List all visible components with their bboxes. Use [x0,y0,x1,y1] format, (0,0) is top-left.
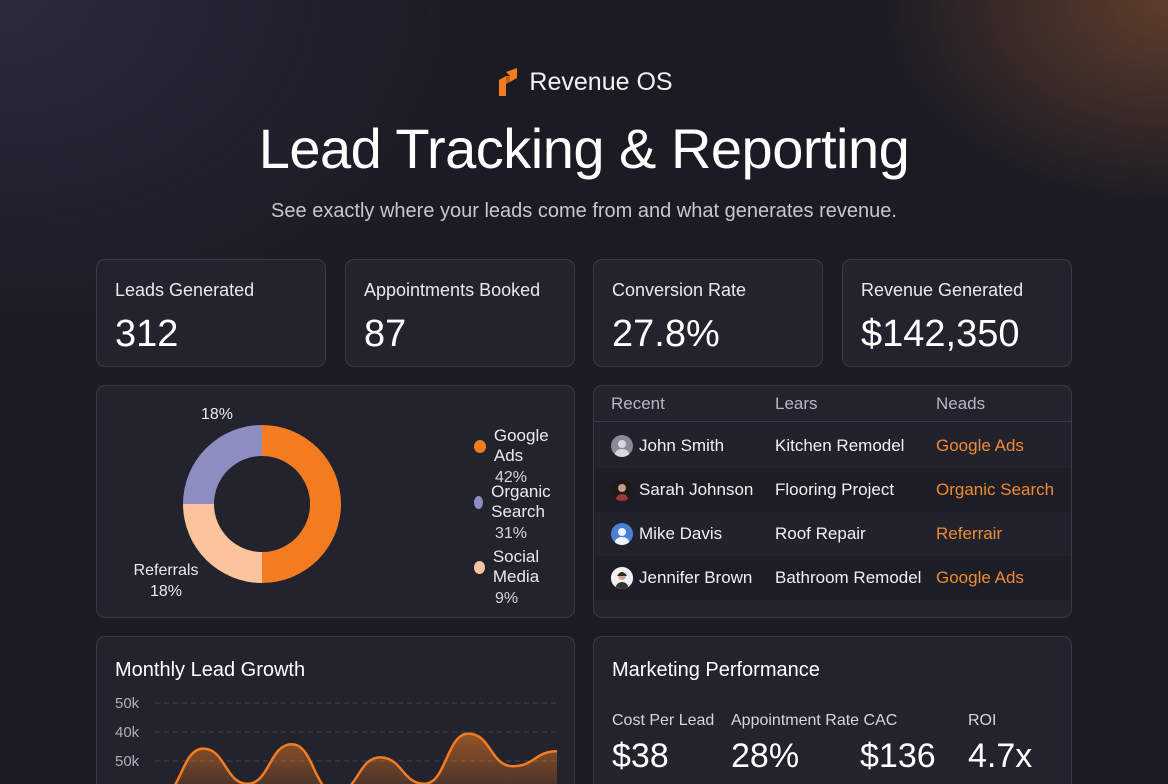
user-blue-icon [611,523,633,545]
series-line [174,732,558,784]
legend-pct: 42% [495,469,528,486]
legend-name: Google Ads [493,426,549,465]
column-header-recent: Recent [611,393,665,413]
lead-name-cell: Jennifer Brown [611,567,752,589]
stat-value: 27.8% [612,313,720,355]
lead-name: John Smith [639,436,725,455]
stat-label: Leads Generated [115,280,255,300]
metric-label-appointment-rate-cac: Appointment Rate CAC [731,712,898,729]
brand-name: Revenue OS [529,67,673,96]
lead-name: Mike Davis [639,524,723,543]
stat-label: Appointments Booked [364,280,541,300]
stat-value: $142,350 [861,313,1020,355]
brand: Revenue OS [0,66,1168,98]
stat-label: Revenue Generated [861,280,1024,300]
legend-dot [474,560,485,574]
lead-sources-card: 18% Referrals 18% Google Ads 42% Organic… [96,385,575,618]
stat-value: 312 [115,313,179,355]
monthly-lead-growth-card: Monthly Lead Growth 50k 40k 50k [96,636,575,784]
donut-top-pct-label: 18% [201,406,234,423]
donut-slice-0 [262,425,341,583]
legend-dot [474,439,486,453]
card-title: Monthly Lead Growth [115,659,306,681]
page-subtitle: See exactly where your leads come from a… [271,200,897,222]
lead-project: Roof Repair [775,524,866,543]
column-header-lears: Lears [775,393,818,413]
metric-label-cost-per-lead: Cost Per Lead [612,712,715,729]
area-fill [175,733,557,784]
table-row[interactable]: John Smith Kitchen Remodel Google Ads [594,424,1071,468]
lead-source: Organic Search [936,480,1055,499]
legend-name: Organic Search [491,482,551,521]
metric-value-cac: $136 [860,737,936,775]
column-header-neads: Neads [936,393,986,413]
lead-sources-donut-chart [183,425,341,583]
lead-name-cell: Mike Davis [611,523,722,545]
lead-project: Bathroom Remodel [775,568,922,587]
recent-leads-table: Recent Lears Neads John Smith Kitchen Re… [593,385,1072,618]
legend-item-google-ads: Google Ads 42% [474,426,574,487]
referrals-label-pct: 18% [149,583,183,600]
lead-name: Jennifer Brown [639,568,753,587]
lead-project: Flooring Project [775,480,895,499]
marketing-performance-card: Marketing Performance Cost Per Lead Appo… [593,636,1072,784]
lead-name-cell: Sarah Johnson [611,479,753,501]
lead-source: Referrair [936,524,1003,543]
revenue-os-logo-icon [499,68,518,96]
donut-slice-1 [183,504,262,583]
y-tick-label: 50k [115,695,140,712]
stat-card-leads-generated: Leads Generated 312 [96,259,326,367]
stat-card-appointments-booked: Appointments Booked 87 [345,259,575,367]
user-silhouette-icon [611,435,633,457]
lead-project: Kitchen Remodel [775,436,905,455]
metric-label-roi: ROI [968,712,997,729]
legend-pct: 31% [495,525,528,542]
y-tick-label: 50k [115,753,140,770]
page-title: Lead Tracking & Reporting [258,117,910,180]
lead-source: Google Ads [936,568,1024,587]
lead-name: Sarah Johnson [639,480,754,499]
table-header: Recent Lears Neads [594,386,1071,422]
donut-slice-2 [183,425,262,504]
donut-referrals-label: Referrals 18% [127,562,205,601]
lead-name-cell: John Smith [611,435,724,457]
avatar-photo [611,567,633,589]
legend-pct: 9% [495,590,519,607]
table-row[interactable]: Jennifer Brown Bathroom Remodel Google A… [594,556,1071,600]
metric-value-roi: 4.7x [968,737,1033,775]
card-title: Marketing Performance [612,659,820,681]
monthly-lead-growth-chart: 50k 40k 50k [115,695,558,784]
metric-value-appointment-rate: 28% [731,737,800,775]
lead-source: Google Ads [936,436,1024,455]
stat-card-conversion-rate: Conversion Rate 27.8% [593,259,823,367]
legend-item-organic-search: Organic Search 31% [474,482,574,543]
stat-label: Conversion Rate [612,280,747,300]
table-row[interactable]: Mike Davis Roof Repair Referrair [594,512,1071,556]
metric-value-cost-per-lead: $38 [612,737,669,775]
legend-name: Social Media [492,547,540,586]
stat-card-revenue-generated: Revenue Generated $142,350 [842,259,1072,367]
avatar-photo [611,479,633,501]
stat-value: 87 [364,313,407,355]
legend-dot [474,495,484,509]
table-row[interactable]: Sarah Johnson Flooring Project Organic S… [594,468,1071,512]
referrals-label-text: Referrals [133,562,199,579]
y-tick-label: 40k [115,724,140,741]
legend-item-social-media: Social Media 9% [474,547,574,608]
